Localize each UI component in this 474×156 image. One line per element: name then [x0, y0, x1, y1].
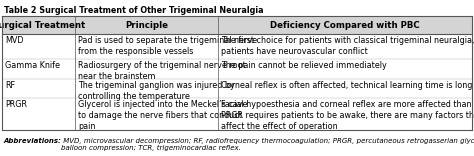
Bar: [2, 98, 75, 130]
Bar: [75, 34, 218, 59]
Bar: [218, 34, 472, 59]
Text: Glycerol is injected into the Meckel’s cave
to damage the nerve fibers that cond: Glycerol is injected into the Meckel’s c…: [78, 100, 247, 131]
Text: MVD, microvascular decompression; RF, radiofrequency thermocoagulation; PRGR, pe: MVD, microvascular decompression; RF, ra…: [61, 138, 474, 151]
Text: The pain cannot be relieved immediately: The pain cannot be relieved immediately: [221, 61, 387, 70]
Bar: [218, 16, 472, 34]
Bar: [75, 79, 218, 98]
Text: Principle: Principle: [125, 20, 168, 29]
Bar: [218, 98, 472, 130]
Bar: [2, 59, 75, 79]
Bar: [75, 59, 218, 79]
Text: Facial hypoesthesia and corneal reflex are more affected than PBC and
PRGR requi: Facial hypoesthesia and corneal reflex a…: [221, 100, 474, 131]
Text: Pad is used to separate the trigeminal nerve
from the responsible vessels: Pad is used to separate the trigeminal n…: [78, 36, 257, 56]
Bar: [75, 98, 218, 130]
Text: Table 2 Surgical Treatment of Other Trigeminal Neuralgia: Table 2 Surgical Treatment of Other Trig…: [4, 6, 264, 15]
Bar: [218, 59, 472, 79]
Text: MVD: MVD: [5, 36, 24, 45]
Text: Deficiency Compared with PBC: Deficiency Compared with PBC: [270, 20, 420, 29]
Text: Corneal reflex is often affected, technical learning time is long: Corneal reflex is often affected, techni…: [221, 80, 473, 90]
Text: Abbreviations:: Abbreviations:: [3, 138, 61, 144]
Text: RF: RF: [5, 80, 15, 90]
Bar: [2, 16, 75, 34]
Bar: [2, 79, 75, 98]
Bar: [75, 16, 218, 34]
Text: The first choice for patients with classical trigeminal neuralgia, but not all
p: The first choice for patients with class…: [221, 36, 474, 56]
Text: Surgical Treatment: Surgical Treatment: [0, 20, 85, 29]
Text: Gamma Knife: Gamma Knife: [5, 61, 60, 70]
Text: PRGR: PRGR: [5, 100, 27, 109]
Text: The trigeminal ganglion was injured by
controlling the temperature: The trigeminal ganglion was injured by c…: [78, 80, 235, 101]
Text: Radiosurgery of the trigeminal nerve root
near the brainstem: Radiosurgery of the trigeminal nerve roo…: [78, 61, 246, 81]
Bar: [2, 34, 75, 59]
Bar: [218, 79, 472, 98]
